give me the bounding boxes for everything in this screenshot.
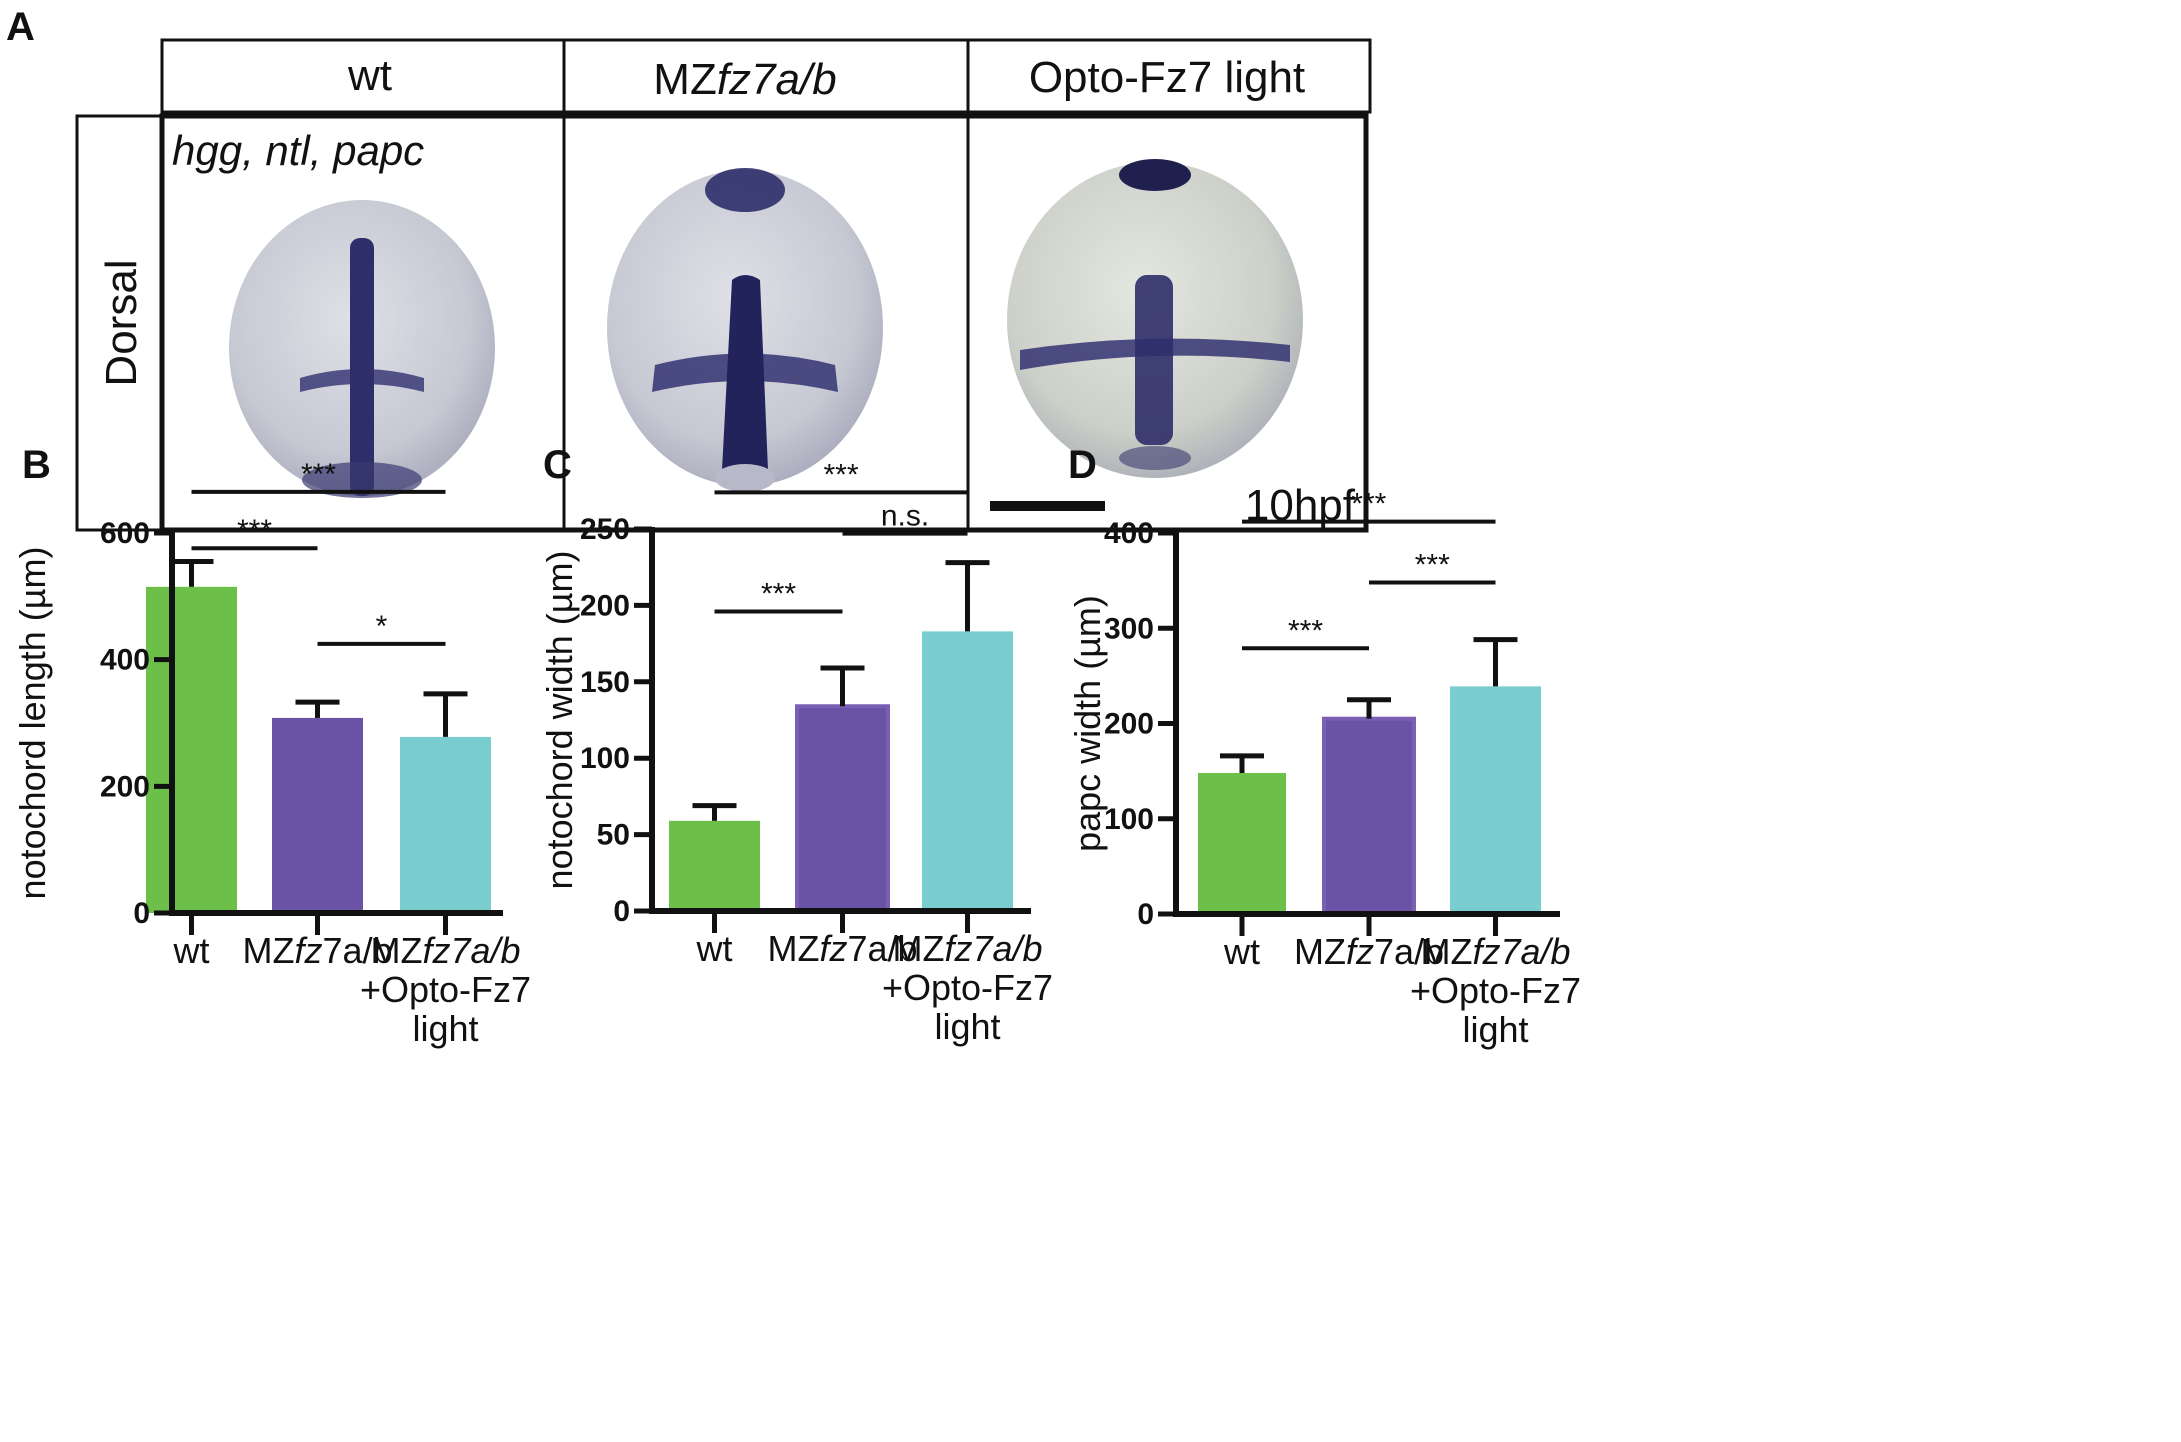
y-tick-label: 200 [1104, 708, 1154, 741]
y-axis-label: notochord width (µm) [539, 551, 580, 890]
bar [1450, 686, 1541, 914]
significance-label: *** [823, 458, 858, 491]
y-tick-label: 150 [580, 666, 630, 699]
col-header-mzfz7ab: MZfz7a/b [653, 55, 836, 104]
significance-label: *** [301, 458, 336, 491]
y-tick-label: 0 [1137, 898, 1154, 931]
x-tick-label: MZfz7a/b +Opto-Fz7 light [360, 930, 531, 1049]
stain-label: hgg, ntl, papc [172, 127, 424, 174]
x-tick-label: MZfz7a/b [1294, 931, 1444, 972]
bar [272, 717, 363, 913]
x-tick-label: wt [696, 928, 733, 969]
panel-letter: D [1068, 443, 1097, 487]
bar [146, 586, 237, 913]
embryo-mzfz7ab [607, 168, 883, 492]
bar [400, 736, 491, 913]
significance-label: *** [237, 514, 272, 547]
y-tick-label: 0 [133, 897, 150, 930]
y-tick-label: 200 [580, 589, 630, 622]
bar [669, 820, 760, 911]
panel-letter: B [22, 443, 51, 487]
x-tick-label: wt [1223, 931, 1260, 972]
significance-label: * [376, 610, 388, 643]
y-tick-label: 100 [1104, 803, 1154, 836]
col-header-opto-fz7-light: Opto-Fz7 light [1029, 53, 1305, 102]
y-axis-label: papc width (µm) [1067, 595, 1108, 852]
panel-letter: C [543, 443, 572, 487]
x-tick-label: MZfz7a/b [242, 930, 392, 971]
y-axis-label: notochord length (µm) [12, 547, 53, 900]
bar [795, 704, 890, 913]
y-tick-label: 400 [1104, 517, 1154, 550]
y-tick-label: 250 [580, 513, 630, 546]
significance-label: *** [1415, 549, 1450, 582]
y-tick-label: 200 [100, 770, 150, 803]
significance-label: *** [1351, 488, 1386, 521]
significance-label: n.s. [881, 500, 929, 533]
y-tick-label: 100 [580, 742, 630, 775]
panel-a-letter: A [6, 5, 35, 49]
embryo-opto-fz7-light [1007, 159, 1303, 478]
y-tick-label: 600 [100, 517, 150, 550]
significance-label: *** [1288, 614, 1323, 647]
col-header-wt: wt [347, 51, 392, 100]
scale-bar [990, 501, 1105, 511]
panel-a: A wt MZfz7a/b Opto-Fz7 light Dorsal hgg,… [6, 5, 1372, 533]
col-header-box-opto [966, 38, 1372, 114]
embryo-wt [229, 200, 495, 498]
bar [922, 631, 1013, 911]
x-tick-label: MZfz7a/b +Opto-Fz7 light [882, 928, 1053, 1047]
bar [1198, 773, 1286, 914]
y-tick-label: 50 [597, 819, 630, 852]
y-tick-label: 300 [1104, 612, 1154, 645]
x-tick-label: MZfz7a/b +Opto-Fz7 light [1410, 931, 1581, 1050]
y-tick-label: 400 [100, 644, 150, 677]
y-tick-label: 0 [613, 895, 630, 928]
bar [1322, 716, 1416, 916]
significance-label: *** [761, 578, 796, 611]
x-tick-label: wt [173, 930, 210, 971]
x-tick-label: MZfz7a/b [767, 928, 917, 969]
row-label-dorsal: Dorsal [97, 259, 146, 386]
